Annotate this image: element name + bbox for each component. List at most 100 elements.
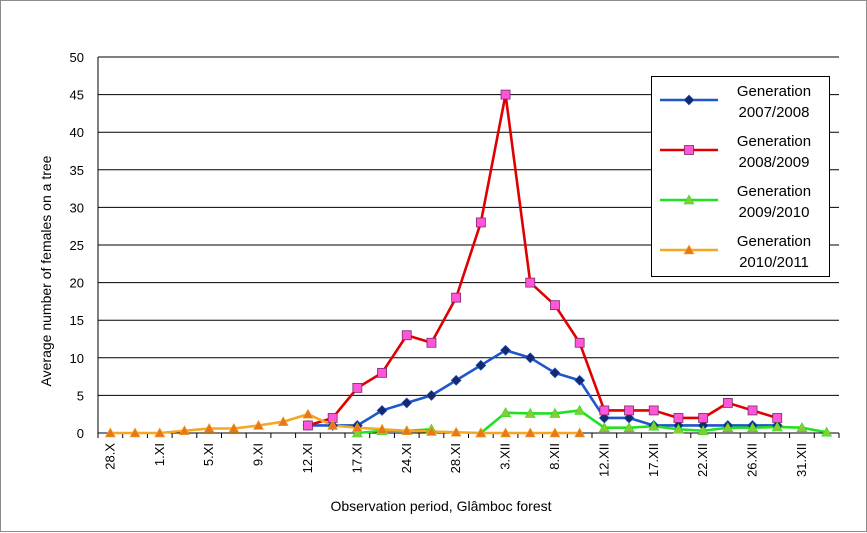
x-axis-label: Observation period, Glâmboc forest	[331, 498, 552, 514]
data-point	[500, 427, 512, 438]
data-point	[524, 352, 536, 364]
data-point	[747, 422, 759, 433]
y-tick-label: 50	[70, 50, 84, 65]
y-axis-label: Average number of females on a tree	[38, 155, 54, 386]
legend-item: Generation 2010/2011	[652, 227, 829, 277]
legend-swatch-diamond	[660, 94, 718, 106]
data-point	[154, 427, 166, 438]
y-tick-label: 10	[70, 351, 84, 366]
data-point	[672, 423, 684, 434]
legend-label: Generation 2010/2011	[736, 233, 812, 271]
data-point	[623, 422, 635, 433]
data-point	[772, 413, 783, 423]
legend-item: Generation 2009/2010	[652, 177, 829, 227]
data-point	[598, 422, 610, 433]
data-point	[376, 405, 388, 416]
data-point	[524, 407, 536, 418]
data-point	[475, 359, 487, 371]
x-tick-label: 28.XI	[448, 443, 463, 473]
data-point	[673, 413, 684, 423]
data-point	[450, 374, 462, 386]
data-point	[697, 425, 709, 436]
data-point	[722, 422, 734, 433]
x-tick-label: 31.XII	[794, 443, 809, 477]
data-point	[648, 405, 659, 416]
data-point	[574, 337, 585, 348]
data-point	[302, 408, 314, 419]
data-point	[500, 344, 511, 356]
x-tick-label: 17.XII	[646, 443, 661, 477]
data-point	[722, 398, 733, 408]
legend-label: Generation 2007/2008	[736, 83, 812, 121]
data-point	[525, 277, 536, 288]
data-point	[500, 89, 511, 100]
data-point	[549, 427, 561, 438]
data-point	[377, 367, 387, 378]
data-point	[450, 426, 462, 437]
y-tick-label: 20	[70, 276, 84, 291]
data-point	[475, 217, 486, 228]
x-tick-label: 1.XI	[152, 443, 167, 466]
x-tick-label: 17.XI	[349, 443, 364, 473]
data-point	[104, 427, 116, 438]
legend-swatch-triangle	[660, 194, 718, 205]
data-point	[352, 382, 363, 393]
y-tick-label: 45	[70, 88, 84, 103]
x-tick-label: 3.XII	[498, 443, 513, 470]
data-point	[351, 427, 363, 438]
data-point	[178, 425, 190, 436]
y-tick-label: 30	[70, 200, 84, 215]
data-point	[303, 420, 313, 431]
data-point	[549, 367, 561, 379]
data-point	[549, 407, 561, 418]
data-point	[203, 422, 215, 433]
legend-swatch-triangle	[660, 244, 718, 255]
data-point	[451, 292, 462, 303]
data-point	[475, 427, 487, 438]
data-point	[796, 422, 808, 433]
data-point	[401, 425, 413, 436]
x-tick-label: 12.XI	[300, 443, 315, 473]
x-tick-label: 26.XII	[745, 443, 760, 477]
data-point	[129, 427, 141, 438]
data-point	[426, 389, 437, 401]
series-markers	[104, 89, 833, 438]
legend-item: Generation 2007/2008	[652, 77, 829, 127]
data-point	[698, 413, 709, 423]
data-point	[574, 374, 586, 386]
legend-swatch-square	[660, 145, 718, 155]
x-tick-label: 24.XI	[399, 443, 414, 473]
y-tick-label: 0	[77, 426, 84, 441]
data-point	[228, 422, 240, 433]
data-point	[683, 244, 695, 255]
legend-item: Generation 2008/2009	[652, 127, 829, 177]
y-tick-label: 35	[70, 163, 84, 178]
x-tick-label: 9.XI	[251, 443, 266, 466]
data-point	[524, 427, 536, 438]
data-point	[648, 420, 660, 431]
data-point	[401, 397, 413, 409]
x-tick-label: 22.XII	[695, 443, 710, 477]
data-point	[821, 426, 833, 437]
legend-label: Generation 2008/2009	[736, 133, 812, 171]
data-point	[401, 330, 412, 341]
data-point	[425, 425, 437, 436]
data-point	[426, 337, 437, 348]
y-tick-label: 15	[70, 313, 84, 328]
y-tick-label: 25	[70, 238, 84, 253]
y-tick-labels: 0 5 10 15 20 25 30 35 40 45 50	[70, 50, 84, 441]
data-point	[683, 194, 695, 205]
data-point	[574, 427, 586, 438]
data-point	[684, 145, 694, 155]
legend-label: Generation 2009/2010	[736, 183, 812, 221]
x-tick-labels: 28.X 1.XI 5.XI 9.XI 12.XI 17.XI 24.XI 28.XI 3.XI…	[102, 443, 809, 477]
y-tick-label: 40	[70, 125, 84, 140]
y-tick-label: 5	[77, 388, 84, 403]
data-point	[747, 405, 758, 416]
data-point	[376, 423, 388, 434]
x-tick-label: 28.X	[102, 443, 117, 470]
data-point	[351, 422, 363, 433]
data-point	[550, 300, 560, 311]
